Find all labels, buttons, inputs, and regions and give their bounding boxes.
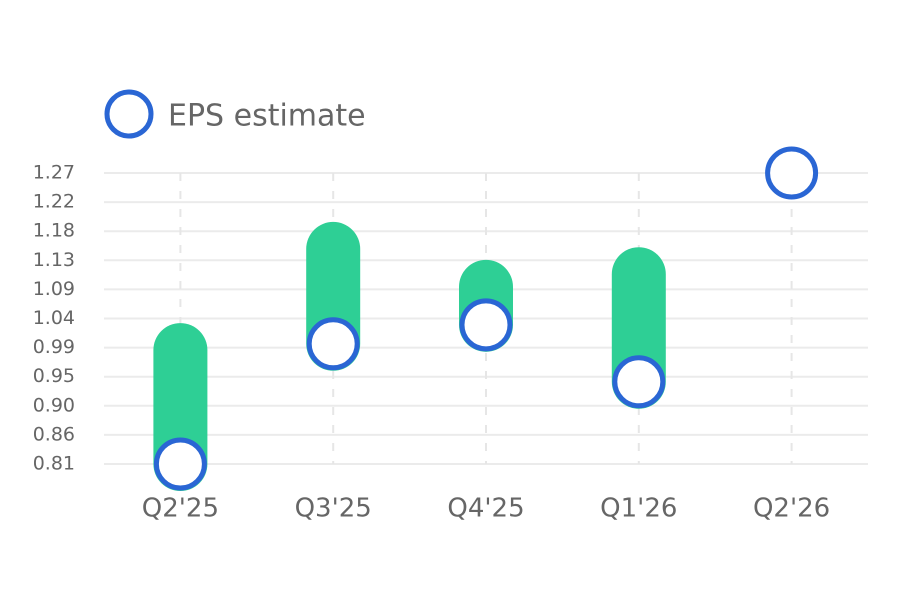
- x-tick-label: Q2'25: [142, 494, 219, 524]
- estimate-marker: [765, 146, 819, 200]
- y-tick-label: 1.18: [33, 220, 75, 242]
- x-tick-label: Q2'26: [753, 494, 830, 524]
- x-tick-label: Q1'26: [600, 494, 677, 524]
- y-tick-label: 1.22: [33, 191, 75, 213]
- estimate-marker: [306, 317, 360, 371]
- estimate-marker: [153, 437, 207, 491]
- y-tick-label: 1.13: [33, 249, 75, 271]
- x-tick-label: Q3'25: [295, 494, 372, 524]
- y-tick-label: 1.09: [33, 278, 75, 300]
- y-tick-label: 0.81: [33, 453, 75, 475]
- y-tick-label: 0.90: [33, 394, 75, 416]
- y-tick-label: 1.04: [33, 307, 75, 329]
- estimate-marker: [612, 355, 666, 409]
- x-tick-label: Q4'25: [447, 494, 524, 524]
- y-tick-label: 1.27: [33, 162, 75, 184]
- estimate-marker: [459, 298, 513, 352]
- legend-label: EPS estimate: [168, 99, 366, 134]
- y-tick-label: 0.95: [33, 365, 75, 387]
- y-tick-label: 0.86: [33, 423, 75, 445]
- legend-marker: [104, 89, 154, 139]
- y-tick-label: 0.99: [33, 336, 75, 358]
